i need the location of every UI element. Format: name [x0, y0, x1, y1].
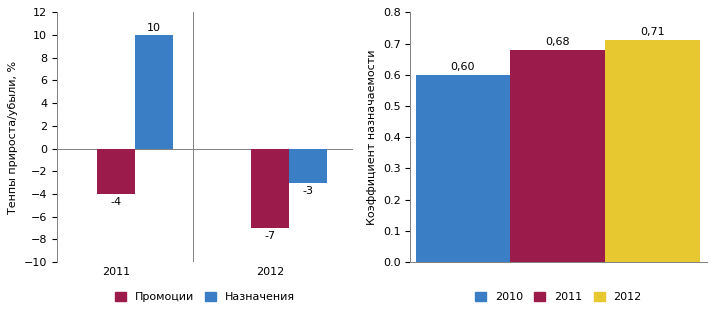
Text: 0,60: 0,60 — [450, 62, 475, 72]
Legend: Промоции, Назначения: Промоции, Назначения — [111, 287, 300, 306]
Y-axis label: Коэффициент назначаемости: Коэффициент назначаемости — [368, 49, 378, 225]
Bar — [605, 40, 700, 262]
Text: -4: -4 — [111, 197, 122, 207]
Bar — [511, 50, 605, 262]
Text: -3: -3 — [303, 186, 314, 196]
Text: -7: -7 — [265, 231, 276, 241]
Legend: 2010, 2011, 2012: 2010, 2011, 2012 — [470, 287, 646, 306]
Y-axis label: Тенпы прироста/убыли, %: Тенпы прироста/убыли, % — [9, 61, 19, 214]
Bar — [252, 149, 290, 228]
Bar — [415, 75, 511, 262]
Text: 0,68: 0,68 — [546, 37, 570, 47]
Bar — [135, 35, 173, 149]
Bar — [290, 149, 327, 182]
Bar — [97, 149, 135, 194]
Text: 10: 10 — [147, 23, 161, 33]
Text: 0,71: 0,71 — [641, 27, 665, 37]
